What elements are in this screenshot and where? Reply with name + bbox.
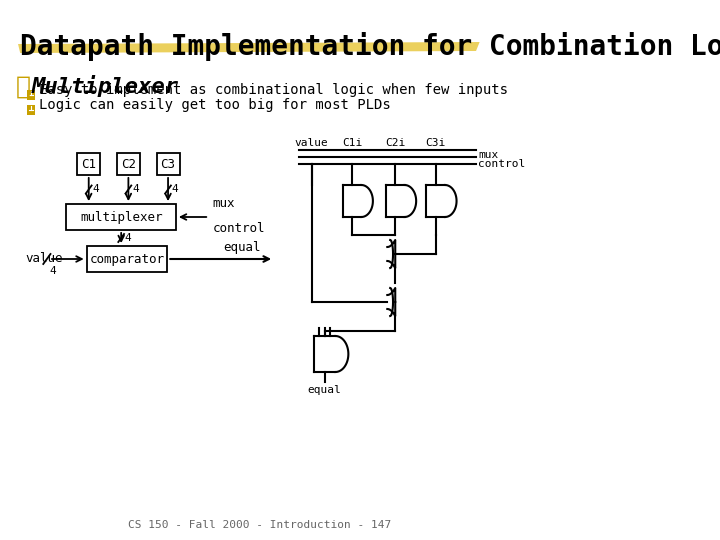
Text: C2i: C2i xyxy=(385,138,405,148)
Bar xyxy=(27,90,35,100)
Bar xyxy=(27,105,35,115)
Text: 4: 4 xyxy=(125,233,132,243)
Text: 4: 4 xyxy=(171,185,179,194)
Text: mux: mux xyxy=(478,150,498,160)
Text: Logic can easily get too big for most PLDs: Logic can easily get too big for most PL… xyxy=(39,98,391,112)
Text: control: control xyxy=(478,159,526,169)
Bar xyxy=(77,153,100,175)
Text: C1: C1 xyxy=(81,158,96,171)
Text: mux: mux xyxy=(213,197,235,210)
Text: control: control xyxy=(213,222,265,235)
Text: value: value xyxy=(294,138,328,148)
Text: equal: equal xyxy=(224,241,261,254)
Text: ℘: ℘ xyxy=(16,75,31,99)
Text: CS 150 - Fall 2000 - Introduction - 147: CS 150 - Fall 2000 - Introduction - 147 xyxy=(128,520,391,530)
Text: Easy to implement as combinational logic when few inputs: Easy to implement as combinational logic… xyxy=(39,83,508,97)
Text: multiplexer: multiplexer xyxy=(80,211,163,224)
Text: 4: 4 xyxy=(132,185,139,194)
Text: comparator: comparator xyxy=(89,253,164,266)
Text: C2: C2 xyxy=(121,158,136,171)
Bar xyxy=(66,204,176,230)
Text: C3i: C3i xyxy=(426,138,446,148)
Bar xyxy=(117,153,140,175)
Text: value: value xyxy=(25,253,63,266)
Polygon shape xyxy=(18,42,480,53)
Bar xyxy=(86,246,167,272)
Bar xyxy=(156,153,179,175)
Text: equal: equal xyxy=(307,385,341,395)
Text: Datapath Implementation for Combination Lock: Datapath Implementation for Combination … xyxy=(20,32,720,61)
Text: 4: 4 xyxy=(92,185,99,194)
Text: 4: 4 xyxy=(49,266,55,276)
Text: Multiplexer: Multiplexer xyxy=(32,75,179,97)
Text: C1i: C1i xyxy=(342,138,362,148)
Text: C3: C3 xyxy=(161,158,176,171)
